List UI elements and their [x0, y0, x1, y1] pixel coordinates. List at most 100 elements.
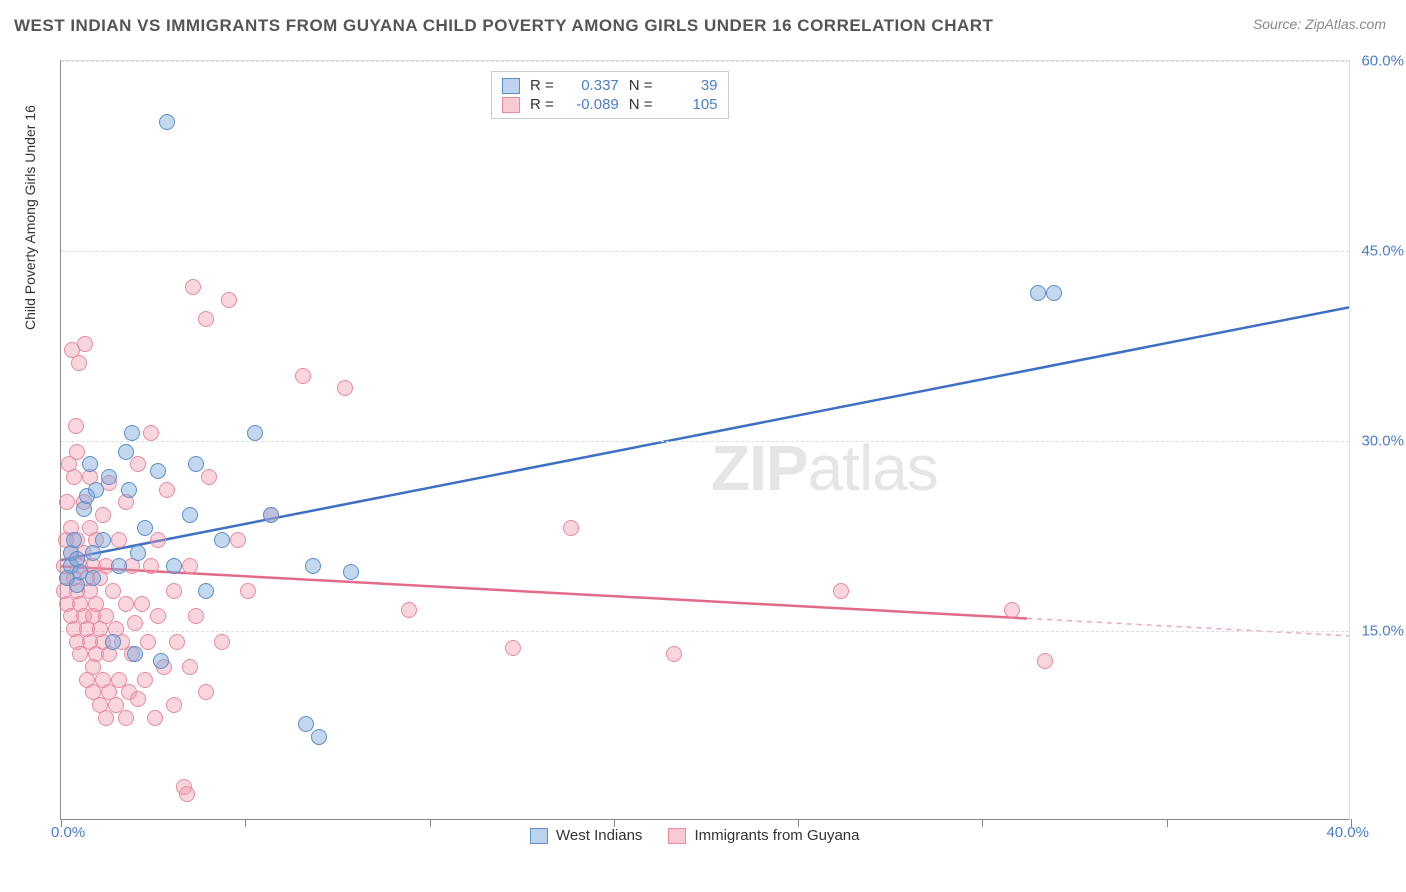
scatter-point-blue: [105, 634, 121, 650]
scatter-point-blue: [88, 482, 104, 498]
legend-item-pink: Immigrants from Guyana: [668, 827, 859, 844]
x-tick: [798, 819, 799, 827]
r-value-blue: 0.337: [564, 77, 619, 94]
legend-label-blue: West Indians: [556, 827, 642, 844]
scatter-point-pink: [198, 684, 214, 700]
r-label: R =: [530, 77, 554, 94]
scatter-point-pink: [240, 583, 256, 599]
scatter-point-blue: [82, 456, 98, 472]
scatter-point-blue: [1030, 285, 1046, 301]
y-tick-label: 60.0%: [1354, 53, 1404, 70]
scatter-point-pink: [118, 710, 134, 726]
gridline-h: [61, 441, 1349, 442]
stats-row-pink: R = -0.089 N = 105: [502, 95, 718, 114]
x-tick: [1351, 819, 1352, 827]
watermark-bold: ZIP: [711, 432, 808, 504]
n-value-blue: 39: [663, 77, 718, 94]
scatter-point-pink: [182, 659, 198, 675]
y-tick-label: 45.0%: [1354, 243, 1404, 260]
scatter-point-pink: [188, 608, 204, 624]
scatter-point-blue: [130, 545, 146, 561]
watermark-logo: ZIPatlas: [711, 431, 938, 505]
scatter-point-pink: [169, 634, 185, 650]
scatter-point-blue: [343, 564, 359, 580]
scatter-point-pink: [68, 418, 84, 434]
scatter-point-pink: [127, 615, 143, 631]
scatter-point-pink: [198, 311, 214, 327]
series-legend: West Indians Immigrants from Guyana: [530, 827, 860, 844]
y-tick-label: 15.0%: [1354, 623, 1404, 640]
chart-title: WEST INDIAN VS IMMIGRANTS FROM GUYANA CH…: [14, 16, 993, 36]
scatter-point-blue: [298, 716, 314, 732]
n-label: N =: [629, 96, 653, 113]
scatter-point-blue: [150, 463, 166, 479]
scatter-point-pink: [130, 456, 146, 472]
scatter-point-pink: [95, 507, 111, 523]
scatter-point-pink: [111, 532, 127, 548]
scatter-point-blue: [198, 583, 214, 599]
scatter-point-blue: [305, 558, 321, 574]
scatter-point-pink: [130, 691, 146, 707]
x-tick: [982, 819, 983, 827]
x-tick: [614, 819, 615, 827]
y-axis-label: Child Poverty Among Girls Under 16: [22, 105, 38, 330]
plot-area: ZIPatlas R = 0.337 N = 39 R = -0.089 N =…: [60, 60, 1350, 820]
gridline-h: [61, 631, 1349, 632]
scatter-point-pink: [143, 425, 159, 441]
x-tick: [430, 819, 431, 827]
scatter-point-pink: [147, 710, 163, 726]
scatter-point-pink: [185, 279, 201, 295]
scatter-point-blue: [311, 729, 327, 745]
scatter-point-blue: [85, 570, 101, 586]
scatter-point-pink: [166, 583, 182, 599]
n-value-pink: 105: [663, 96, 718, 113]
watermark-light: atlas: [808, 432, 938, 504]
legend-item-blue: West Indians: [530, 827, 642, 844]
gridline-h: [61, 61, 1349, 62]
scatter-point-pink: [1004, 602, 1020, 618]
scatter-point-pink: [150, 608, 166, 624]
scatter-point-pink: [140, 634, 156, 650]
scatter-point-pink: [105, 583, 121, 599]
scatter-point-blue: [166, 558, 182, 574]
scatter-point-blue: [153, 653, 169, 669]
scatter-point-blue: [124, 425, 140, 441]
stats-row-blue: R = 0.337 N = 39: [502, 76, 718, 95]
x-axis-min-label: 0.0%: [51, 824, 85, 841]
stats-legend-box: R = 0.337 N = 39 R = -0.089 N = 105: [491, 71, 729, 119]
scatter-point-pink: [118, 596, 134, 612]
scatter-point-pink: [1037, 653, 1053, 669]
scatter-point-pink: [77, 336, 93, 352]
scatter-point-blue: [263, 507, 279, 523]
scatter-point-pink: [230, 532, 246, 548]
scatter-point-blue: [101, 469, 117, 485]
x-tick: [245, 819, 246, 827]
x-tick: [1167, 819, 1168, 827]
scatter-point-pink: [159, 482, 175, 498]
n-label: N =: [629, 77, 653, 94]
scatter-point-pink: [666, 646, 682, 662]
scatter-point-blue: [127, 646, 143, 662]
source-attribution: Source: ZipAtlas.com: [1253, 16, 1386, 32]
scatter-point-pink: [179, 786, 195, 802]
y-tick-label: 30.0%: [1354, 433, 1404, 450]
chart-container: Child Poverty Among Girls Under 16 ZIPat…: [50, 50, 1380, 850]
x-tick: [61, 819, 62, 827]
scatter-point-pink: [221, 292, 237, 308]
scatter-point-pink: [66, 469, 82, 485]
scatter-point-blue: [1046, 285, 1062, 301]
r-label: R =: [530, 96, 554, 113]
scatter-point-pink: [201, 469, 217, 485]
scatter-point-blue: [182, 507, 198, 523]
scatter-point-blue: [137, 520, 153, 536]
swatch-pink-icon: [502, 97, 520, 113]
scatter-point-pink: [69, 444, 85, 460]
scatter-point-pink: [295, 368, 311, 384]
swatch-blue-icon: [502, 78, 520, 94]
scatter-point-pink: [505, 640, 521, 656]
scatter-point-pink: [59, 494, 75, 510]
scatter-point-pink: [833, 583, 849, 599]
scatter-point-pink: [401, 602, 417, 618]
scatter-point-pink: [71, 355, 87, 371]
scatter-point-blue: [188, 456, 204, 472]
